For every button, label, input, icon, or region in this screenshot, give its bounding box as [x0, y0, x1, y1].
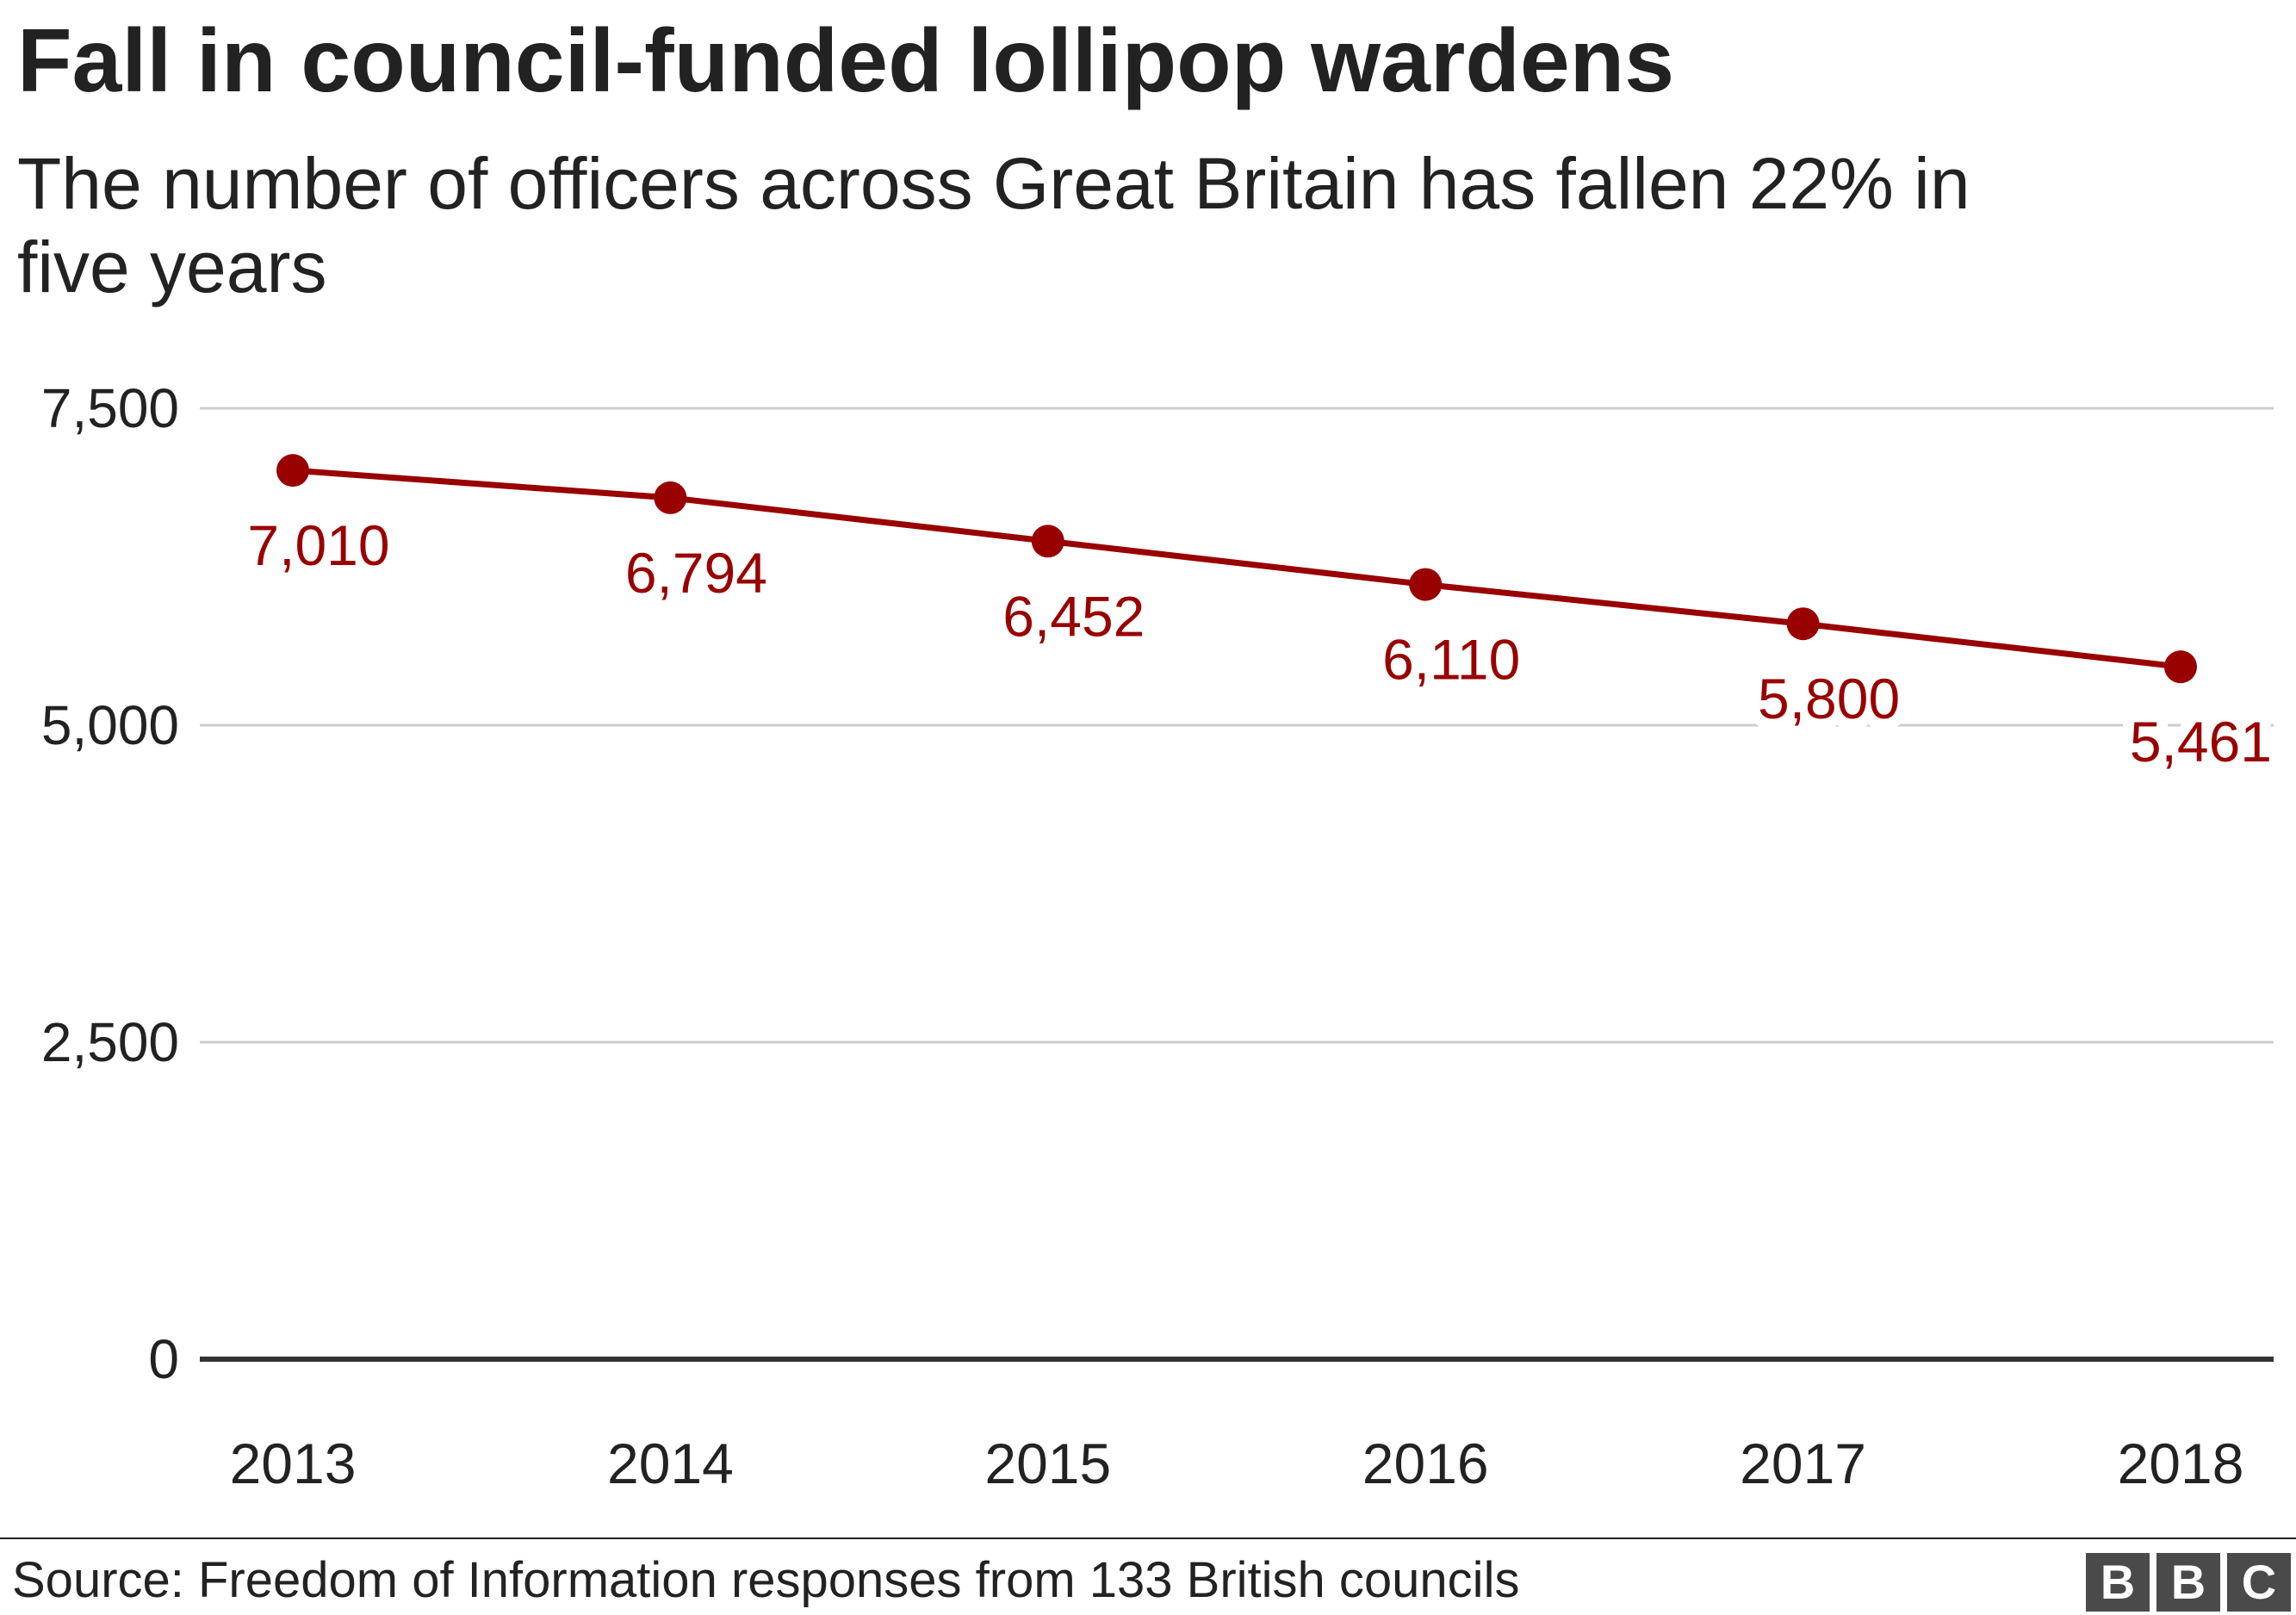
y-tick-label: 0 [148, 1328, 179, 1390]
bbc-logo-block-c: C [2227, 1553, 2291, 1612]
x-tick-label: 2015 [984, 1432, 1111, 1495]
bbc-logo-block-b1: B [2086, 1553, 2150, 1612]
data-label: 6,452 [1002, 584, 1145, 648]
chart-subtitle: The number of officers across Great Brit… [17, 143, 1970, 308]
bbc-logo: B B C [2086, 1553, 2291, 1612]
data-label: 5,800 [1758, 667, 1900, 730]
chart-title: Fall in council-funded lollipop wardens [17, 11, 1675, 111]
y-tick-label: 2,500 [41, 1011, 179, 1073]
data-point [1409, 568, 1443, 601]
y-tick-label: 5,000 [41, 694, 179, 756]
x-axis-tick-labels: 2013 2014 2015 2016 2017 2018 [230, 1432, 2244, 1495]
x-tick-label: 2013 [230, 1432, 357, 1495]
data-label: 6,794 [625, 541, 767, 605]
data-label: 6,110 [1382, 628, 1520, 692]
x-tick-label: 2016 [1362, 1432, 1489, 1495]
data-point [1031, 525, 1064, 558]
x-tick-label: 2014 [607, 1432, 734, 1495]
data-label: 5,461 [2130, 710, 2272, 773]
y-axis-tick-labels: 0 2,500 5,000 7,500 [41, 377, 179, 1390]
y-tick-label: 7,500 [41, 377, 179, 439]
data-point [1786, 607, 1820, 641]
data-point [276, 454, 309, 488]
source-note: Source: Freedom of Information responses… [12, 1552, 1520, 1608]
data-points [276, 454, 2197, 684]
data-labels: 7,010 6,794 6,452 6,110 5,800 5,461 [236, 502, 2283, 785]
series-line [289, 467, 2184, 670]
gridlines [200, 407, 2274, 1362]
x-tick-label: 2018 [2118, 1432, 2244, 1495]
x-tick-label: 2017 [1740, 1432, 1866, 1495]
series-line-group [289, 467, 2184, 670]
data-point [2164, 650, 2197, 684]
bbc-logo-block-b2: B [2156, 1553, 2220, 1612]
data-point [654, 481, 687, 514]
footer-divider [0, 1537, 2296, 1539]
data-label: 7,010 [247, 513, 389, 577]
